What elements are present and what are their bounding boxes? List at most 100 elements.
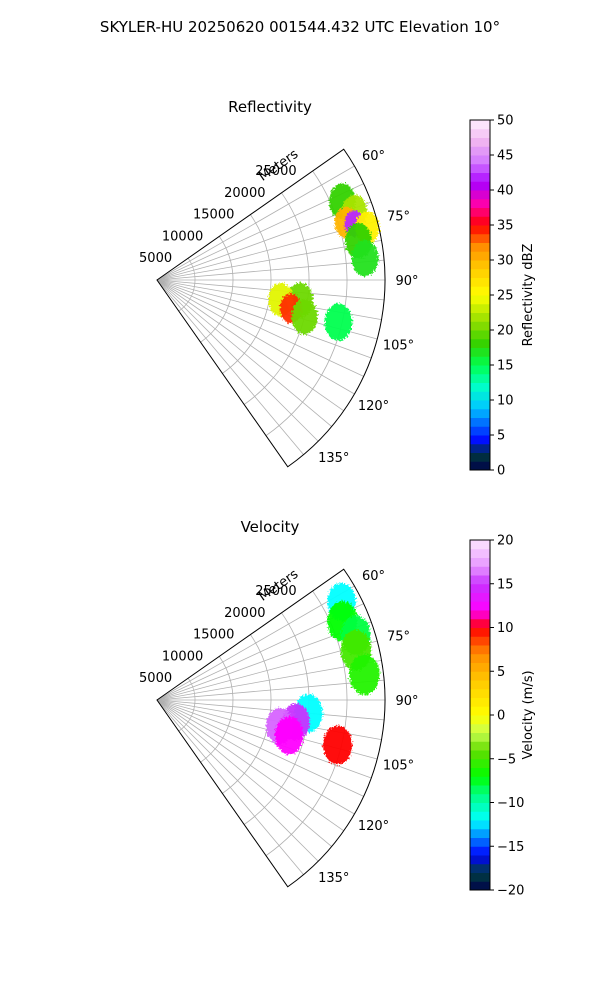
azimuth-gridline: [156, 699, 364, 797]
colorbar-segment: [470, 207, 490, 217]
colorbar-segment: [470, 811, 490, 821]
colorbar-segment: [470, 610, 490, 620]
colorbar-tick-label: 10: [497, 394, 514, 409]
colorbar-segment: [470, 242, 490, 252]
range-tick-label: 25000: [255, 584, 296, 599]
azimuth-gridline: [156, 259, 385, 281]
colorbar-tick-label: 50: [497, 114, 514, 129]
colorbar-segment: [470, 583, 490, 593]
colorbar-segment: [470, 636, 490, 646]
echo-cell: [291, 299, 318, 335]
colorbar-segment: [470, 706, 490, 716]
colorbar-segment: [470, 452, 490, 462]
colorbar-segment: [470, 881, 490, 891]
azimuth-gridline: [156, 279, 319, 442]
colorbar-tick-label: −15: [497, 840, 524, 855]
colorbar-segment: [470, 172, 490, 182]
colorbar-segment: [470, 181, 490, 191]
colorbar-segment: [470, 767, 490, 777]
colorbar-segment: [470, 627, 490, 637]
colorbar-segment: [470, 137, 490, 147]
colorbar-segment: [470, 163, 490, 173]
colorbar-segment: [470, 435, 490, 445]
azimuth-tick-label: 60°: [362, 149, 385, 164]
colorbar-tick-label: 10: [497, 621, 514, 636]
echo-cell: [323, 725, 353, 765]
azimuth-gridline: [156, 679, 385, 701]
range-tick-label: 10000: [162, 229, 203, 244]
colorbar-tick-label: 0: [497, 709, 505, 724]
colorbar-tick-label: 20: [497, 534, 514, 549]
colorbar-segment: [470, 373, 490, 383]
colorbar-segment: [470, 400, 490, 410]
colorbar-tick-label: 25: [497, 289, 514, 304]
azimuth-gridline: [156, 699, 372, 779]
range-tick-label: 20000: [224, 606, 265, 621]
colorbar-segment: [470, 128, 490, 138]
colorbar-tick-label: 45: [497, 149, 514, 164]
colorbar-segment: [470, 268, 490, 278]
colorbar-segment: [470, 426, 490, 436]
colorbar-segment: [470, 391, 490, 401]
range-tick-label: 5000: [139, 251, 172, 266]
azimuth-tick-label: 75°: [387, 629, 410, 644]
colorbar-segment: [470, 277, 490, 287]
azimuth-tick-label: 135°: [318, 451, 349, 466]
colorbar-segment: [470, 662, 490, 672]
azimuth-tick-label: 120°: [358, 399, 389, 414]
range-tick-label: 15000: [193, 208, 234, 223]
azimuth-gridline: [156, 640, 378, 701]
colorbar-tick-label: 30: [497, 254, 514, 269]
figure-title: SKYLER-HU 20250620 001544.432 UTC Elevat…: [100, 18, 500, 36]
colorbar-segment: [470, 653, 490, 663]
azimuth-gridline: [156, 660, 382, 701]
colorbar-segment: [470, 828, 490, 838]
colorbar-tick-label: 20: [497, 324, 514, 339]
azimuth-tick-label: 90°: [395, 694, 418, 709]
colorbar-segment: [470, 120, 490, 130]
azimuth-gridline: [156, 279, 332, 427]
range-tick-label: 25000: [255, 164, 296, 179]
azimuth-gridline: [156, 279, 355, 395]
echo-cell: [349, 654, 380, 695]
colorbar-segment: [470, 303, 490, 313]
colorbar-segment: [470, 461, 490, 471]
azimuth-gridline: [156, 699, 332, 847]
azimuth-gridline: [156, 279, 304, 455]
colorbar-label: Reflectivity dBZ: [521, 244, 536, 347]
colorbar-segment: [470, 566, 490, 576]
echo-cell: [351, 239, 379, 277]
panel-title: Reflectivity: [228, 98, 312, 116]
azimuth-gridline: [156, 279, 364, 377]
colorbar-segment: [470, 741, 490, 751]
colorbar-segment: [470, 557, 490, 567]
range-tick-label: 5000: [139, 671, 172, 686]
colorbar-segment: [470, 443, 490, 453]
azimuth-gridline: [156, 240, 382, 281]
colorbar-tick-label: −20: [497, 884, 524, 899]
colorbar-segment: [470, 548, 490, 558]
colorbar-tick-label: 5: [497, 665, 505, 680]
colorbar-segment: [470, 146, 490, 156]
azimuth-gridline: [156, 699, 344, 832]
azimuth-gridline: [156, 699, 385, 721]
panel-title: Velocity: [241, 518, 300, 536]
range-tick-label: 20000: [224, 186, 265, 201]
azimuth-gridline: [156, 585, 355, 701]
colorbar-segment: [470, 820, 490, 830]
colorbar-segment: [470, 671, 490, 681]
azimuth-gridline: [156, 279, 372, 359]
colorbar-label: Velocity (m/s): [521, 670, 536, 759]
colorbar-segment: [470, 540, 490, 550]
colorbar-segment: [470, 321, 490, 331]
colorbar-segment: [470, 758, 490, 768]
echo-layer: [266, 582, 380, 765]
azimuth-gridline: [156, 279, 385, 301]
colorbar-tick-label: −5: [497, 752, 516, 767]
colorbar-segment: [470, 846, 490, 856]
colorbar-segment: [470, 645, 490, 655]
colorbar-segment: [470, 190, 490, 200]
colorbar-segment: [470, 198, 490, 208]
colorbar-tick-label: −10: [497, 796, 524, 811]
